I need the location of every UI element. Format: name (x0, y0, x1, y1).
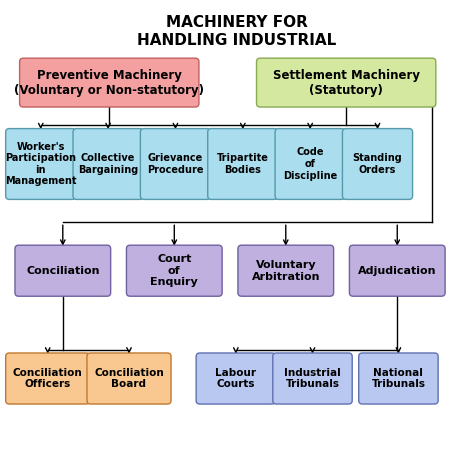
Text: Conciliation
Board: Conciliation Board (94, 368, 164, 389)
FancyBboxPatch shape (208, 128, 278, 199)
Text: National
Tribunals: National Tribunals (372, 368, 426, 389)
Text: Grievance
Procedure: Grievance Procedure (147, 153, 204, 175)
Text: Industrial
Tribunals: Industrial Tribunals (284, 368, 341, 389)
FancyBboxPatch shape (19, 58, 199, 107)
Text: MACHINERY FOR
HANDLING INDUSTRIAL: MACHINERY FOR HANDLING INDUSTRIAL (137, 16, 337, 48)
FancyBboxPatch shape (6, 128, 76, 199)
Text: Collective
Bargaining: Collective Bargaining (78, 153, 138, 175)
Text: Labour
Courts: Labour Courts (215, 368, 256, 389)
Text: Adjudication: Adjudication (358, 266, 437, 276)
Text: Code
of
Discipline: Code of Discipline (283, 147, 337, 180)
FancyBboxPatch shape (140, 128, 210, 199)
FancyBboxPatch shape (342, 128, 412, 199)
FancyBboxPatch shape (273, 353, 352, 404)
FancyBboxPatch shape (349, 245, 445, 296)
FancyBboxPatch shape (275, 128, 345, 199)
FancyBboxPatch shape (73, 128, 143, 199)
Text: Voluntary
Arbitration: Voluntary Arbitration (252, 260, 320, 282)
Text: Settlement Machinery
(Statutory): Settlement Machinery (Statutory) (273, 69, 419, 97)
FancyBboxPatch shape (6, 353, 90, 404)
Text: Preventive Machinery
(Voluntary or Non-statutory): Preventive Machinery (Voluntary or Non-s… (14, 69, 204, 97)
Text: Conciliation: Conciliation (26, 266, 100, 276)
FancyBboxPatch shape (238, 245, 334, 296)
FancyBboxPatch shape (127, 245, 222, 296)
FancyBboxPatch shape (15, 245, 110, 296)
Text: Court
of
Enquiry: Court of Enquiry (150, 254, 198, 287)
Text: Worker's
Participation
in
Management: Worker's Participation in Management (5, 141, 76, 186)
FancyBboxPatch shape (359, 353, 438, 404)
Text: Standing
Orders: Standing Orders (353, 153, 402, 175)
Text: Conciliation
Officers: Conciliation Officers (13, 368, 82, 389)
FancyBboxPatch shape (87, 353, 171, 404)
Text: Tripartite
Bodies: Tripartite Bodies (217, 153, 269, 175)
FancyBboxPatch shape (196, 353, 275, 404)
FancyBboxPatch shape (256, 58, 436, 107)
